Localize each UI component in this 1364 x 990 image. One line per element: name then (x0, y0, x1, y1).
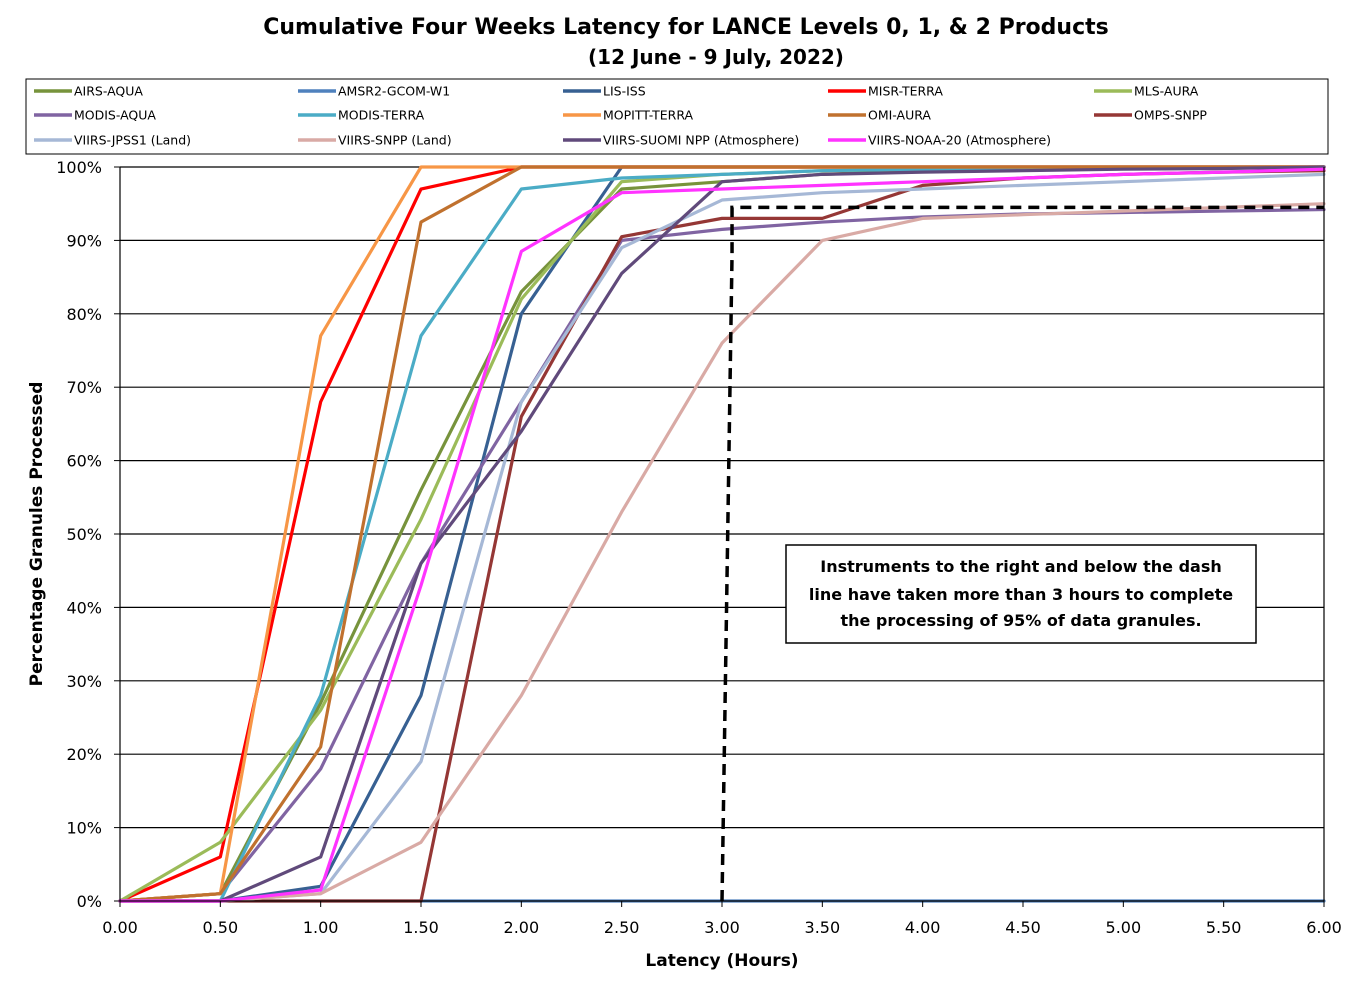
threshold-line (720, 205, 1324, 902)
chart-subtitle: (12 June - 9 July, 2022) (588, 45, 844, 69)
y-tick-label: 70% (66, 378, 102, 397)
legend-label: OMPS-SNPP (1134, 108, 1207, 123)
legend-item: AIRS-AQUA (34, 84, 143, 99)
legend-item: LIS-ISS (563, 84, 646, 99)
legend-item: VIIRS-JPSS1 (Land) (34, 133, 191, 148)
legend-item: VIIRS-NOAA-20 (Atmosphere) (828, 133, 1051, 148)
axes: 0% 10% 20% 30% 40% 50% 60% 70% 80% 90% 100% 0.00 0.5… (56, 158, 1342, 937)
y-tick-label: 10% (66, 819, 102, 838)
legend-label: VIIRS-SNPP (Land) (338, 133, 452, 148)
x-tick-label: 5.50 (1206, 918, 1242, 937)
legend-item: VIIRS-SNPP (Land) (298, 133, 452, 148)
x-tick-label: 3.50 (805, 918, 841, 937)
legend-label: VIIRS-NOAA-20 (Atmosphere) (868, 133, 1051, 148)
x-axis-label: Latency (Hours) (645, 951, 798, 971)
legend-item: OMI-AURA (828, 108, 931, 123)
annotation-line-2: line have taken more than 3 hours to com… (809, 585, 1233, 604)
series-line-viirs-snpp-land (118, 202, 1326, 903)
legend-label: MODIS-TERRA (338, 108, 425, 123)
legend-item: VIIRS-SUOMI NPP (Atmosphere) (563, 133, 799, 148)
annotation-line-3: the processing of 95% of data granules. (840, 611, 1201, 630)
series-line-omi-aura (118, 165, 1326, 903)
y-tick-label: 80% (66, 305, 102, 324)
legend-item: MLS-AURA (1094, 84, 1199, 99)
y-axis-label: Percentage Granules Processed (27, 382, 47, 687)
legend-label: VIIRS-JPSS1 (Land) (74, 133, 191, 148)
x-tick-label: 0.00 (102, 918, 138, 937)
chart-title: Cumulative Four Weeks Latency for LANCE … (263, 15, 1109, 40)
x-tick-label: 1.50 (403, 918, 439, 937)
y-tick-label: 90% (66, 231, 102, 250)
threshold-dash-line (720, 205, 1324, 902)
series-line-viirs-suomi-npp-atmosphere (118, 165, 1326, 903)
x-tick-label: 6.00 (1306, 918, 1342, 937)
series-line-viirs-noaa-20-atmosphere (118, 167, 1326, 903)
legend-label: AIRS-AQUA (74, 84, 143, 99)
legend-item: MOPITT-TERRA (563, 108, 694, 123)
legend-label: MLS-AURA (1134, 84, 1199, 99)
x-tick-label: 1.00 (303, 918, 339, 937)
annotation-box (785, 544, 1257, 644)
legend-label: OMI-AURA (868, 108, 931, 123)
legend-label: VIIRS-SUOMI NPP (Atmosphere) (603, 133, 799, 148)
annotation-line-1: Instruments to the right and below the d… (820, 557, 1222, 576)
legend-item: OMPS-SNPP (1094, 108, 1207, 123)
y-tick-label: 60% (66, 452, 102, 471)
x-tick-label: 4.50 (1005, 918, 1041, 937)
legend-label: MOPITT-TERRA (603, 108, 694, 123)
x-tick-label: 3.00 (704, 918, 740, 937)
legend-label: MISR-TERRA (868, 84, 943, 99)
legend-item: MISR-TERRA (828, 84, 943, 99)
legend-item: AMSR2-GCOM-W1 (298, 84, 450, 99)
legend-label: AMSR2-GCOM-W1 (338, 84, 450, 99)
legend-label: LIS-ISS (603, 84, 646, 99)
x-tick-label: 2.00 (504, 918, 540, 937)
legend: AIRS-AQUA AMSR2-GCOM-W1 LIS-ISS MISR-TERRA M… (34, 84, 1207, 148)
x-tick-label: 2.50 (604, 918, 640, 937)
x-tick-label: 4.00 (905, 918, 941, 937)
legend-item: MODIS-TERRA (298, 108, 425, 123)
x-tick-label: 0.50 (203, 918, 239, 937)
y-tick-label: 20% (66, 745, 102, 764)
legend-label: MODIS-AQUA (74, 108, 156, 123)
y-tick-label: 100% (56, 158, 102, 177)
y-tick-label: 40% (66, 598, 102, 617)
x-tick-label: 5.00 (1106, 918, 1142, 937)
legend-item: MODIS-AQUA (34, 108, 156, 123)
y-tick-label: 30% (66, 672, 102, 691)
y-tick-label: 50% (66, 525, 102, 544)
y-tick-label: 0% (77, 892, 102, 911)
